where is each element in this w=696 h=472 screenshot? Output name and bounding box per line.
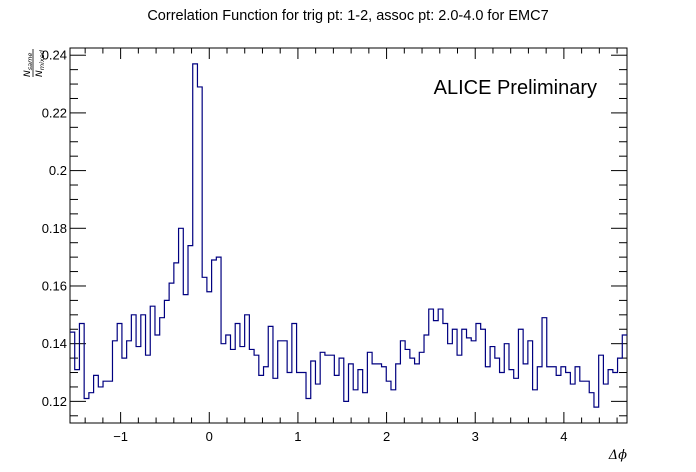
y-axis-numerator: Nsame xyxy=(23,53,34,77)
x-tick-label: 3 xyxy=(472,429,479,444)
plot-frame xyxy=(69,47,628,424)
y-tick-label: 0.2 xyxy=(49,163,67,178)
histogram-series xyxy=(70,63,627,408)
y-tick-label: 0.22 xyxy=(42,105,67,120)
chart-title: Correlation Function for trig pt: 1-2, a… xyxy=(147,8,548,24)
y-tick-label: 0.12 xyxy=(42,394,67,409)
y-tick-label: 0.14 xyxy=(42,336,67,351)
x-tick-label: 1 xyxy=(294,429,301,444)
histogram-line xyxy=(70,63,627,408)
x-tick-labels: −1 0 1 2 3 4 xyxy=(113,429,567,444)
y-tick-label: 0.24 xyxy=(42,48,67,63)
x-tick-label: 4 xyxy=(560,429,567,444)
y-tick-labels: 0.12 0.14 0.16 0.18 0.2 0.22 0.24 xyxy=(42,48,67,409)
y-axis-title: Nsame Nmixed xyxy=(23,49,46,77)
plot-frame-rect xyxy=(69,47,628,424)
x-tick-label: −1 xyxy=(113,429,128,444)
y-tick-label: 0.16 xyxy=(42,278,67,293)
x-tick-label: 0 xyxy=(206,429,213,444)
alice-preliminary-label: ALICE Preliminary xyxy=(434,77,597,99)
axis-ticks xyxy=(70,48,627,423)
y-tick-label: 0.18 xyxy=(42,221,67,236)
x-tick-label: 2 xyxy=(383,429,390,444)
x-axis-title: Δϕ xyxy=(608,448,627,463)
y-axis-denominator: Nmixed xyxy=(35,49,46,77)
